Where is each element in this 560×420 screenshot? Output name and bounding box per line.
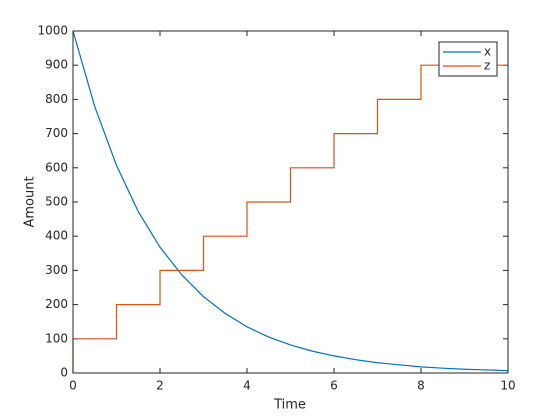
x-tick-label: 4 — [243, 379, 251, 393]
legend-box — [438, 41, 498, 77]
legend-label: x — [484, 45, 491, 59]
x-tick-label: 8 — [417, 379, 425, 393]
legend-label: z — [484, 59, 490, 73]
x-tick-label: 10 — [500, 379, 515, 393]
y-tick-label: 900 — [45, 58, 68, 72]
y-axis-label: Amount — [23, 176, 38, 227]
y-tick-label: 0 — [60, 366, 68, 380]
x-tick-label: 2 — [156, 379, 164, 393]
y-tick-label: 100 — [45, 331, 68, 345]
series-line — [72, 64, 508, 373]
y-tick-label: 800 — [45, 92, 68, 106]
x-tick-label: 6 — [330, 379, 338, 393]
y-tick-label: 200 — [45, 297, 68, 311]
x-tick-label: 0 — [69, 379, 77, 393]
axes-box — [72, 30, 509, 374]
series-line — [72, 30, 509, 372]
y-tick-label: 400 — [45, 229, 68, 243]
y-tick-label: 1000 — [37, 24, 68, 38]
y-tick-label: 500 — [45, 195, 68, 209]
y-tick-label: 700 — [45, 126, 68, 140]
x-axis-label: Time — [273, 398, 306, 413]
y-tick-label: 600 — [45, 160, 68, 174]
y-tick-label: 300 — [45, 263, 68, 277]
